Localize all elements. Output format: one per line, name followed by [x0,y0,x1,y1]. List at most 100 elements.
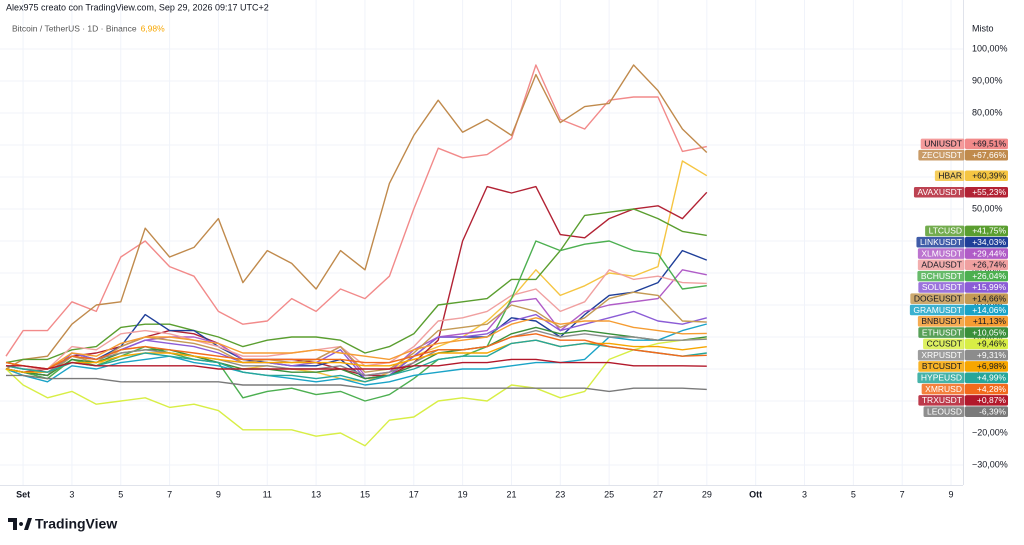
value-label: +60,39% [972,170,1006,180]
badge-name-bg [934,170,965,182]
y-tick-label: 100,00% [972,43,1008,53]
value-label: +14,66% [972,293,1006,303]
series-line [5,269,707,370]
x-tick-label: 19 [458,489,468,499]
value-label: +26,74% [972,260,1006,270]
value-label: +34,03% [972,237,1006,247]
value-label: +41,75% [972,226,1006,236]
lines [5,64,708,447]
x-tick-label: 3 [802,489,807,499]
legend-label: ETHUSDT [922,327,962,337]
x-tick-label: Set [16,489,30,499]
badge-name-bg [917,315,965,327]
badge-name-bg [920,138,965,150]
legend-label: BCHUSDT [921,271,962,281]
value-label: +6,98% [977,361,1007,371]
badge-name-bg [925,225,965,237]
caption: Alex975 creato con TradingView.com, Sep … [6,2,269,12]
badge-name-bg [918,395,965,406]
badge-name-bg [918,361,965,372]
badge-name-bg [916,236,965,248]
badge-value-bg [965,361,1008,372]
badge-value-bg [965,149,1008,161]
brand: TradingView [35,516,117,532]
logo-icon [8,518,32,530]
badge-value-bg [965,282,1008,293]
legend-label: BNBUSDT [921,316,962,326]
y-tick-label: −30,00% [972,459,1008,469]
legend-label: CCUSDT [927,339,962,349]
value-label: +55,23% [972,187,1006,197]
series-line [5,64,708,370]
scale-mode[interactable]: Misto [972,23,994,33]
symbol-change: 6,98% [141,23,166,33]
badges: UNIUSDT +69,51% ZECUSDT +67,66% HBAR +60,39% A… [909,138,1008,417]
x-tick-label: 29 [702,489,712,499]
legend-label: LTCUSD [929,226,962,236]
badge-name-bg [918,149,965,161]
badge-value-bg [965,327,1008,338]
legend-label: ADAUSDT [921,260,962,270]
x-tick-label: 25 [604,489,614,499]
legend-label: LEOUSD [927,406,962,416]
badge-name-bg [913,186,965,198]
legend-label: XMRUSD [925,384,962,394]
badge-value-bg [965,248,1008,259]
x-tick-label: 3 [69,489,74,499]
badge-value-bg [965,170,1008,182]
x-tick-label: Ott [749,489,762,499]
series-line [6,374,707,393]
series-line [5,329,707,377]
badge-name-bg [921,383,965,395]
series-line [5,208,707,364]
series-line [6,358,707,370]
value-label: +11,13% [973,316,1007,326]
badge-value-bg [965,259,1008,271]
x-tick-label: 5 [851,489,856,499]
legend-label: ZECUSDT [922,150,962,160]
value-label: +4,28% [977,384,1007,394]
badge-value-bg [965,270,1008,282]
legend-label: SOLUSDT [922,282,962,292]
badge-value-bg [965,395,1008,406]
y-tick-label: 90,00% [972,75,1003,85]
badge-name-bg [923,338,965,350]
badge-value-bg [965,372,1008,384]
badge-name-bg [918,327,965,338]
logo: TradingView [8,516,117,532]
badge-value-bg [965,383,1008,395]
value-label: +15,99% [972,282,1006,292]
series-line [5,64,707,357]
value-label: +0,87% [977,395,1007,405]
y-tick-label: 50,00% [972,203,1003,213]
series-line [5,339,707,383]
legend-label: AVAXUSDT [917,187,962,197]
x-tick-label: 13 [311,489,321,499]
badge-value-bg [965,349,1008,361]
x-tick-label: 21 [506,489,516,499]
x-tick-label: 7 [167,489,172,499]
badge-value-bg [965,406,1008,417]
series-line [5,185,708,377]
series-line [5,338,707,447]
badge-name-bg [909,304,965,316]
legend-label: HBAR [938,170,962,180]
value-label: +10,05% [972,327,1006,337]
badge-name-bg [918,282,965,293]
badge-name-bg [923,406,965,417]
value-label: +9,31% [977,350,1007,360]
series-line [5,317,707,370]
legend-label: TRXUSDT [922,395,962,405]
legend-label: XRPUSDT [921,350,962,360]
series-line [5,291,707,377]
value-label: +14,06% [972,305,1006,315]
badge-value-bg [965,293,1008,305]
x-tick-label: 7 [900,489,905,499]
y-tick-label: 20,00% [972,299,1003,309]
legend-label: XLMUSDT [921,248,962,258]
value-label: +67,66% [972,150,1006,160]
x-tick-label: 11 [263,489,272,499]
series-line [5,160,708,383]
value-label: +26,04% [972,271,1006,281]
